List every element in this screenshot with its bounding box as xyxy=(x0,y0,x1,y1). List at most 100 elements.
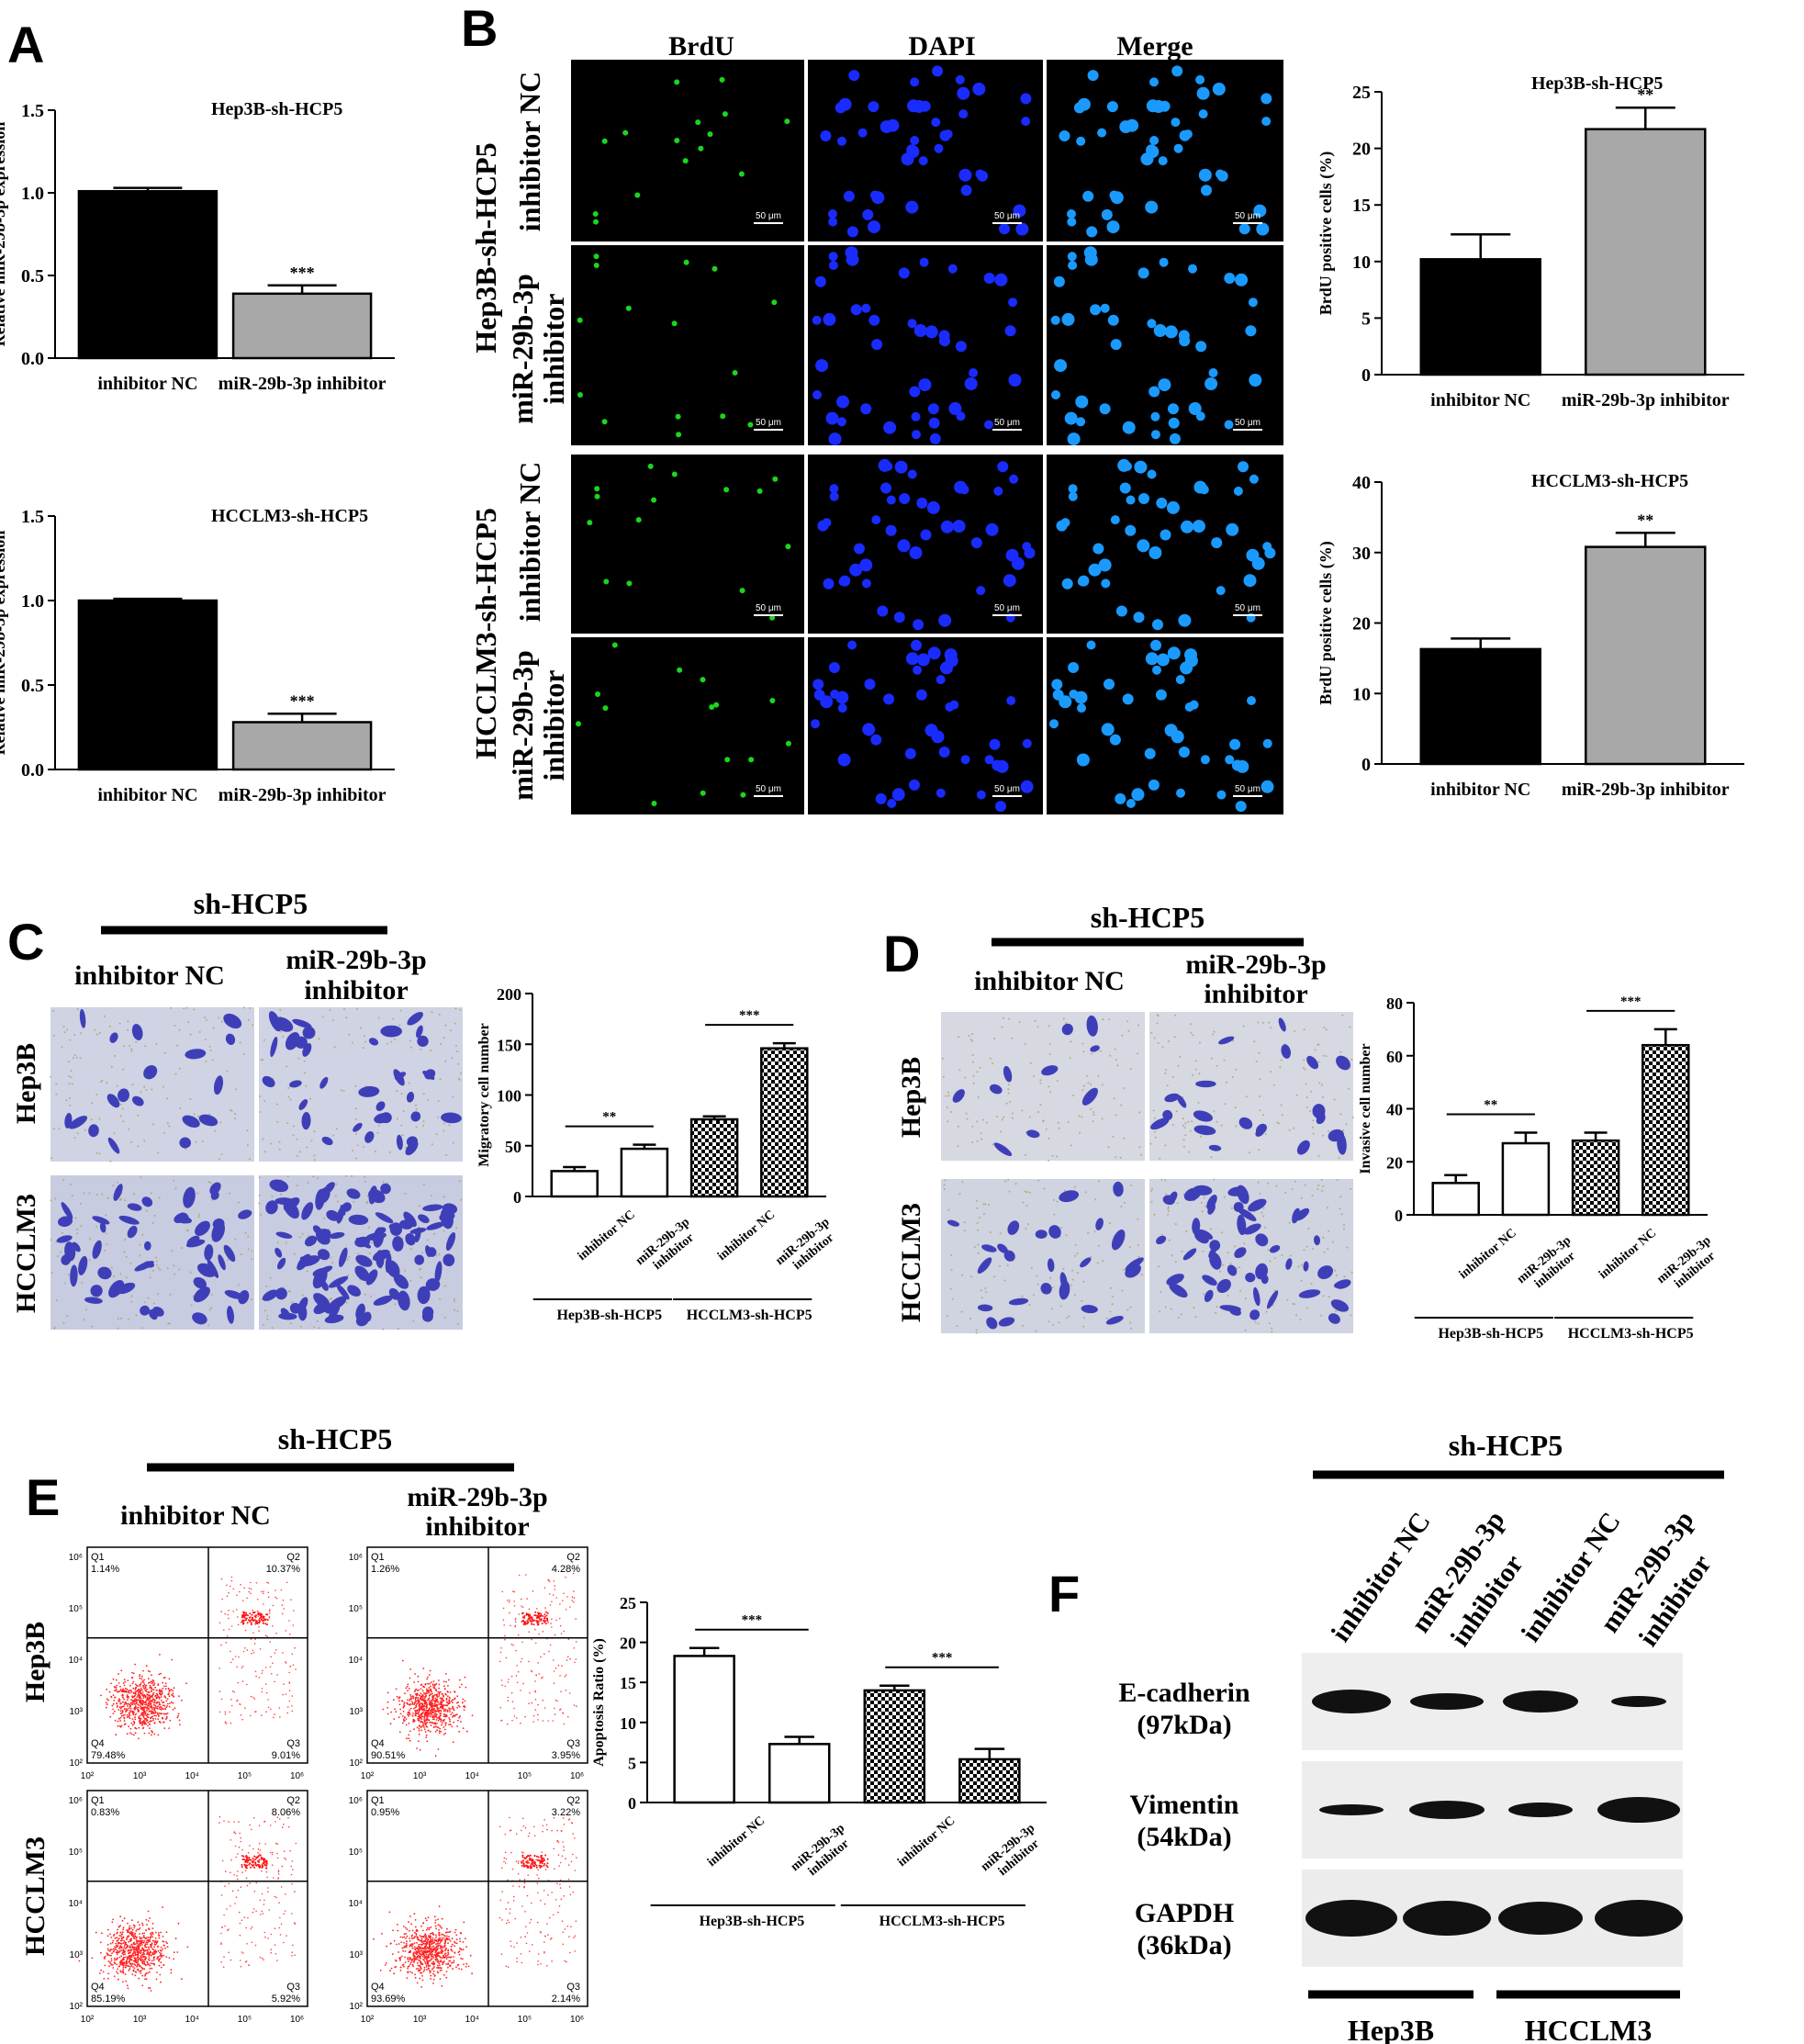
flow-event xyxy=(117,1968,119,1971)
pore xyxy=(982,1213,985,1216)
flow-event xyxy=(398,1716,400,1719)
flow-event xyxy=(158,1701,161,1704)
flow-event xyxy=(157,1932,160,1934)
cell-nucleus xyxy=(1131,788,1145,802)
flow-event xyxy=(446,1927,448,1930)
pore xyxy=(1216,1064,1218,1067)
flow-event xyxy=(139,1945,141,1948)
pore xyxy=(394,1038,397,1040)
pore xyxy=(197,1115,199,1117)
flow-event xyxy=(443,1720,445,1723)
pore xyxy=(1009,1101,1011,1103)
pore xyxy=(354,1107,357,1110)
flow-event xyxy=(418,1708,420,1711)
stained-cell xyxy=(275,1197,294,1206)
pore xyxy=(209,1049,212,1051)
pore xyxy=(415,1104,417,1106)
flow-event xyxy=(151,1922,154,1925)
flow-event xyxy=(135,1698,137,1701)
stained-cell xyxy=(1086,1015,1098,1037)
pore xyxy=(53,1328,56,1330)
flow-event xyxy=(267,1699,269,1701)
pore xyxy=(1018,1021,1021,1024)
pore xyxy=(50,1239,52,1241)
pore xyxy=(977,1095,980,1098)
flow-event xyxy=(218,1668,220,1669)
pore xyxy=(210,1307,213,1309)
cell-nucleus xyxy=(1145,200,1159,214)
flow-event xyxy=(152,1719,154,1722)
flow-event xyxy=(78,1960,81,1962)
flow-event xyxy=(414,1714,417,1716)
flow-event xyxy=(417,1701,420,1703)
pore xyxy=(63,1282,66,1285)
flow-event xyxy=(141,1967,143,1970)
cell-nucleus xyxy=(849,563,863,577)
flow-event xyxy=(119,1925,122,1926)
flow-event xyxy=(542,1676,543,1679)
flow-event xyxy=(465,1686,467,1689)
flow-event xyxy=(401,1659,404,1662)
flow-event xyxy=(127,1928,129,1931)
flow-event xyxy=(132,1955,135,1957)
cell-nucleus xyxy=(1182,129,1193,140)
pore xyxy=(422,1184,425,1185)
flow-event xyxy=(143,1937,146,1939)
flow-event xyxy=(535,1674,537,1677)
pore xyxy=(1305,1096,1308,1099)
pore xyxy=(982,1203,985,1206)
flow-event xyxy=(254,1670,257,1673)
pore xyxy=(445,1153,448,1156)
flow-event xyxy=(551,1600,553,1603)
flow-event xyxy=(427,1690,430,1693)
flow-event xyxy=(437,1918,439,1921)
flow-event xyxy=(450,1700,453,1702)
pore xyxy=(1291,1188,1294,1190)
flow-event xyxy=(278,1707,281,1709)
flow-event xyxy=(140,1701,143,1704)
pore xyxy=(1164,1179,1167,1182)
stained-cell xyxy=(1208,1144,1222,1151)
pore xyxy=(1213,1110,1216,1113)
pore xyxy=(386,1042,388,1045)
pore xyxy=(1111,1296,1114,1297)
stained-cell xyxy=(131,1095,144,1106)
flow-event xyxy=(249,1882,252,1884)
stained-cell xyxy=(355,1254,373,1267)
pore xyxy=(1058,1321,1060,1324)
flow-event xyxy=(510,1624,511,1627)
cell-nucleus xyxy=(837,136,846,146)
flow-event xyxy=(110,1960,113,1962)
flow-event xyxy=(263,1821,265,1823)
pore xyxy=(1265,1310,1268,1313)
pore xyxy=(1102,1260,1104,1263)
stained-cell xyxy=(127,1225,138,1239)
flow-event xyxy=(108,1965,110,1968)
stained-cell xyxy=(301,1112,311,1130)
flow-event xyxy=(154,1710,156,1713)
pore xyxy=(1339,1207,1341,1210)
flow-event xyxy=(537,1719,539,1721)
flow-event xyxy=(244,1629,247,1632)
cell-nucleus xyxy=(823,578,835,590)
flow-event xyxy=(106,1954,109,1957)
pore xyxy=(1007,1178,1010,1181)
pore xyxy=(263,1100,266,1103)
flow-event xyxy=(280,1886,283,1888)
pore xyxy=(286,1122,288,1125)
flow-event xyxy=(433,1714,435,1717)
pore xyxy=(1334,1269,1337,1272)
flow-event xyxy=(118,1956,121,1959)
pore xyxy=(1140,1274,1143,1276)
pore xyxy=(964,1076,967,1079)
flow-event xyxy=(260,1615,263,1618)
flow-event xyxy=(427,1719,430,1722)
flow-event xyxy=(152,1691,155,1694)
flow-event xyxy=(168,1695,171,1698)
panel-label-c: C xyxy=(7,913,44,971)
flow-event xyxy=(139,1675,140,1678)
pore xyxy=(984,1203,987,1206)
flow-event xyxy=(241,1623,244,1625)
pore xyxy=(1317,1043,1319,1046)
pore xyxy=(452,1095,454,1098)
